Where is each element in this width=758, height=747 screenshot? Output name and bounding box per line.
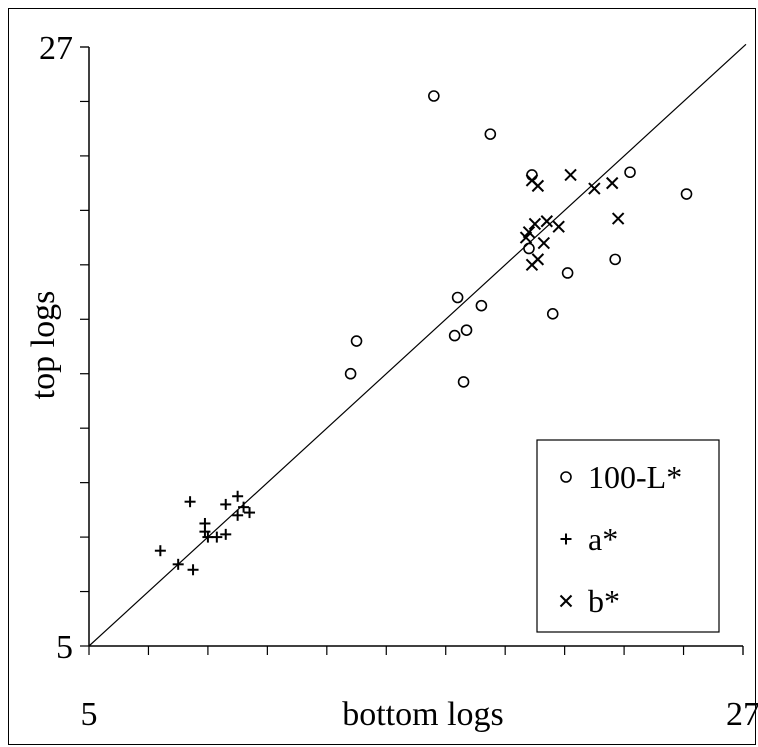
y-axis-label: top logs: [25, 291, 62, 400]
reference-line-y-equals-x: [88, 43, 747, 647]
data-point-cross: [611, 212, 625, 225]
legend: 100-L* a* b*: [536, 439, 720, 633]
data-point-plus: [232, 490, 244, 502]
data-point-cross: [528, 217, 542, 231]
data-point-circle: [624, 166, 636, 179]
data-point-cross: [588, 182, 601, 195]
data-point-circle: [428, 90, 440, 102]
ticks: [80, 46, 744, 655]
legend-label: 100-L*: [588, 459, 682, 495]
legend-label: b*: [588, 583, 620, 619]
data-point-cross: [552, 220, 565, 233]
legend-marker-plus: [560, 533, 572, 545]
data-point-circle: [475, 299, 488, 312]
data-point-circle: [448, 329, 461, 342]
data-point-plus: [220, 528, 232, 540]
axes: [88, 47, 743, 647]
data-point-plus: [184, 496, 196, 508]
data-point-plus: [232, 509, 244, 521]
data-point-cross: [531, 179, 545, 193]
data-point-plus: [211, 531, 223, 543]
data-point-cross: [537, 236, 551, 250]
tick-labels: 5 27 5 27: [39, 30, 758, 733]
y-tick-label: 5: [56, 629, 73, 666]
legend-marker-circle: [560, 471, 572, 483]
data-points: [154, 90, 693, 576]
data-point-circle: [344, 367, 357, 380]
data-point-cross: [540, 215, 554, 228]
legend-marker-cross: [559, 594, 573, 608]
data-point-cross: [564, 168, 577, 182]
data-point-circle: [484, 128, 497, 140]
data-point-plus: [244, 507, 256, 519]
y-tick-label: 27: [39, 30, 73, 67]
data-point-circle: [609, 253, 621, 266]
x-tick-label: 27: [726, 696, 758, 733]
x-axis-label: bottom logs: [342, 696, 504, 733]
data-point-circle: [546, 308, 559, 320]
data-point-circle: [457, 376, 470, 388]
data-point-plus: [187, 564, 199, 576]
data-point-plus: [172, 558, 184, 570]
data-point-plus: [220, 498, 232, 510]
data-point-cross: [531, 253, 545, 266]
data-point-cross: [522, 225, 536, 239]
data-point-circle: [523, 242, 535, 255]
data-point-plus: [238, 501, 250, 513]
data-point-plus: [154, 545, 166, 557]
data-point-circle: [680, 188, 693, 200]
data-point-circle: [460, 324, 473, 336]
chart-frame: [8, 8, 756, 745]
data-point-circle: [526, 169, 538, 181]
data-point-circle: [350, 335, 363, 347]
data-point-circle: [451, 291, 464, 304]
legend-label: a*: [588, 521, 618, 557]
x-tick-label: 5: [81, 696, 98, 733]
data-point-circle: [561, 267, 574, 279]
data-point-cross: [605, 176, 619, 190]
